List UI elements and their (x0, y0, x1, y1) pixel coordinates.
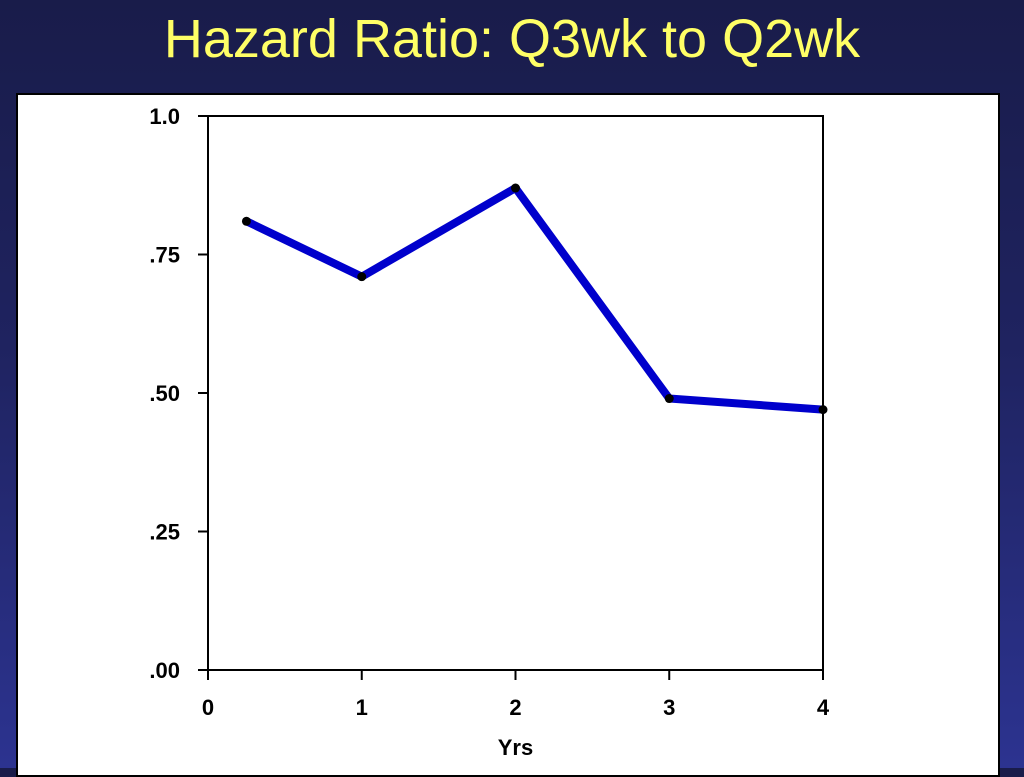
data-point (241, 216, 251, 226)
x-tick-label: 0 (202, 695, 214, 720)
x-tick-label: 4 (817, 695, 830, 720)
data-point (511, 183, 520, 193)
x-axis-title: Yrs (498, 735, 533, 760)
y-tick-label: .75 (149, 243, 180, 268)
tick-labels: .00 .25 .50 .75 1.0 0 1 2 3 4 (149, 104, 829, 720)
data-point (818, 405, 828, 415)
slide-title: Hazard Ratio: Q3wk to Q2wk (163, 9, 861, 69)
x-tick-label: 2 (509, 695, 521, 720)
chart-panel: .00 .25 .50 .75 1.0 0 1 2 3 4 Yrs (16, 93, 1000, 777)
x-tick-label: 1 (356, 695, 368, 720)
data-point (357, 272, 367, 282)
plot-frame (207, 115, 824, 671)
data-point (664, 394, 674, 404)
y-tick-label: .00 (149, 658, 180, 683)
line-chart: .00 .25 .50 .75 1.0 0 1 2 3 4 Yrs (149, 104, 829, 760)
x-tick-label: 3 (663, 695, 675, 720)
series-line (242, 184, 827, 414)
y-tick-label: 1.0 (149, 104, 180, 129)
y-tick-label: .25 (149, 520, 180, 545)
axes (198, 115, 824, 680)
series-layer (241, 183, 828, 415)
y-tick-label: .50 (149, 381, 180, 406)
